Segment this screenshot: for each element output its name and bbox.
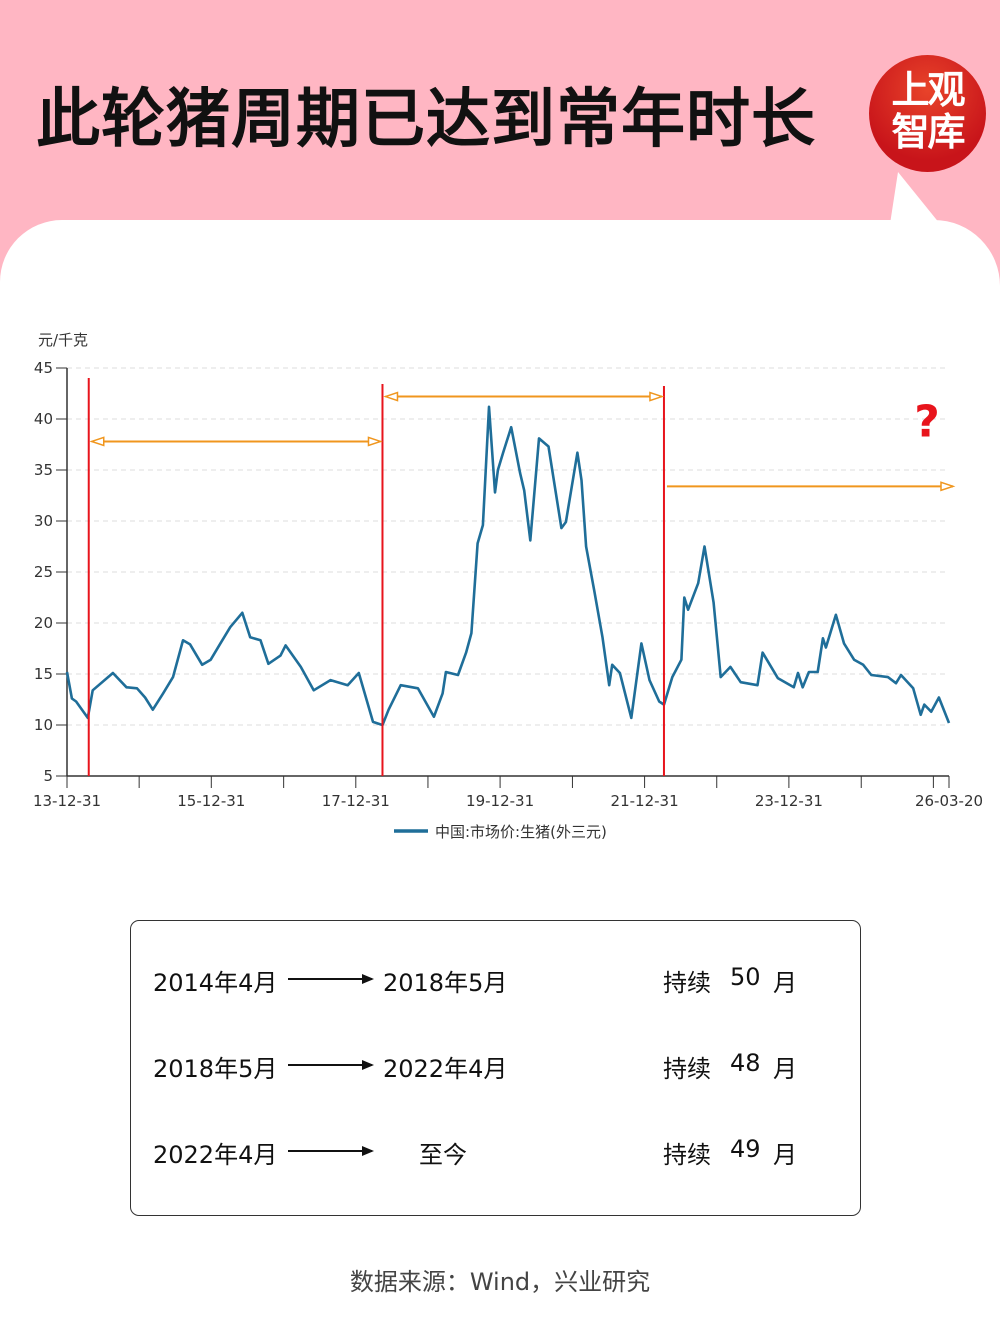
arrowhead-icon (89, 436, 105, 447)
y-axis-unit: 元/千克 (38, 331, 88, 349)
y-tick-label: 25 (34, 563, 53, 581)
cycle-row: 2014年4月 2018年5月 持续 50 月 (153, 963, 843, 997)
cycle-end: 2022年4月 (383, 1055, 508, 1083)
y-tick-label: 45 (34, 359, 53, 377)
cycle-end: 至今 (419, 1141, 467, 1169)
y-tick-label: 35 (34, 461, 53, 479)
pig-price-chart: 元/千克 5 10 15 20 25 30 35 40 45 13-12-31 15-12-31 17… (33, 331, 983, 841)
arrowhead-icon (367, 436, 383, 447)
cycle-row: 2022年4月 至今 持续 49 月 (153, 1135, 843, 1169)
duration-months: 49 (730, 1135, 761, 1163)
x-tick-label: 15-12-31 (177, 792, 245, 810)
x-tick-label: 19-12-31 (466, 792, 534, 810)
cycle-table: 2014年4月 2018年5月 持续 50 月 2018年5月 2022年4月 … (130, 920, 861, 1216)
duration-label: 持续 (663, 1141, 711, 1169)
x-tick-label: 26-03-20 (915, 792, 983, 810)
duration-unit: 月 (773, 1141, 797, 1169)
x-tick-label: 17-12-31 (322, 792, 390, 810)
arrow-icon (288, 1146, 374, 1156)
duration-unit: 月 (773, 969, 797, 997)
y-tick-label: 40 (34, 410, 53, 428)
x-tick-label: 23-12-31 (755, 792, 823, 810)
cycle-start: 2022年4月 (153, 1141, 278, 1169)
arrowhead-icon (383, 391, 399, 402)
y-tick-label: 15 (34, 665, 53, 683)
question-mark: ? (914, 396, 940, 447)
speech-bubble-tail (890, 172, 940, 224)
data-source: 数据来源：Wind，兴业研究 (349, 1268, 651, 1296)
y-tick-label: 30 (34, 512, 53, 530)
duration-unit: 月 (773, 1055, 797, 1083)
content-card (0, 220, 1000, 1317)
y-tick-label: 5 (43, 767, 53, 785)
arrowhead-icon (940, 481, 956, 492)
cycle-row: 2018年5月 2022年4月 持续 48 月 (153, 1049, 843, 1083)
duration-months: 48 (730, 1049, 761, 1077)
y-tick-label: 20 (34, 614, 53, 632)
cycle-start: 2014年4月 (153, 969, 278, 997)
duration-label: 持续 (663, 1055, 711, 1083)
shangguan-zhiku-logo: 上观 智库 (869, 55, 986, 172)
y-tick-label: 10 (34, 716, 53, 734)
arrowhead-icon (649, 391, 665, 402)
legend: 中国:市场价:生猪(外三元) (394, 823, 607, 841)
arrow-icon (288, 1060, 374, 1070)
x-tick-label: 21-12-31 (611, 792, 679, 810)
x-tick-label: 13-12-31 (33, 792, 101, 810)
page-title: 此轮猪周期已达到常年时长 (36, 83, 816, 157)
cycle-start: 2018年5月 (153, 1055, 278, 1083)
duration-label: 持续 (663, 969, 711, 997)
price-line (65, 405, 951, 727)
cycle-end: 2018年5月 (383, 969, 508, 997)
duration-months: 50 (730, 963, 761, 991)
arrow-icon (288, 974, 374, 984)
legend-label: 中国:市场价:生猪(外三元) (435, 823, 607, 841)
